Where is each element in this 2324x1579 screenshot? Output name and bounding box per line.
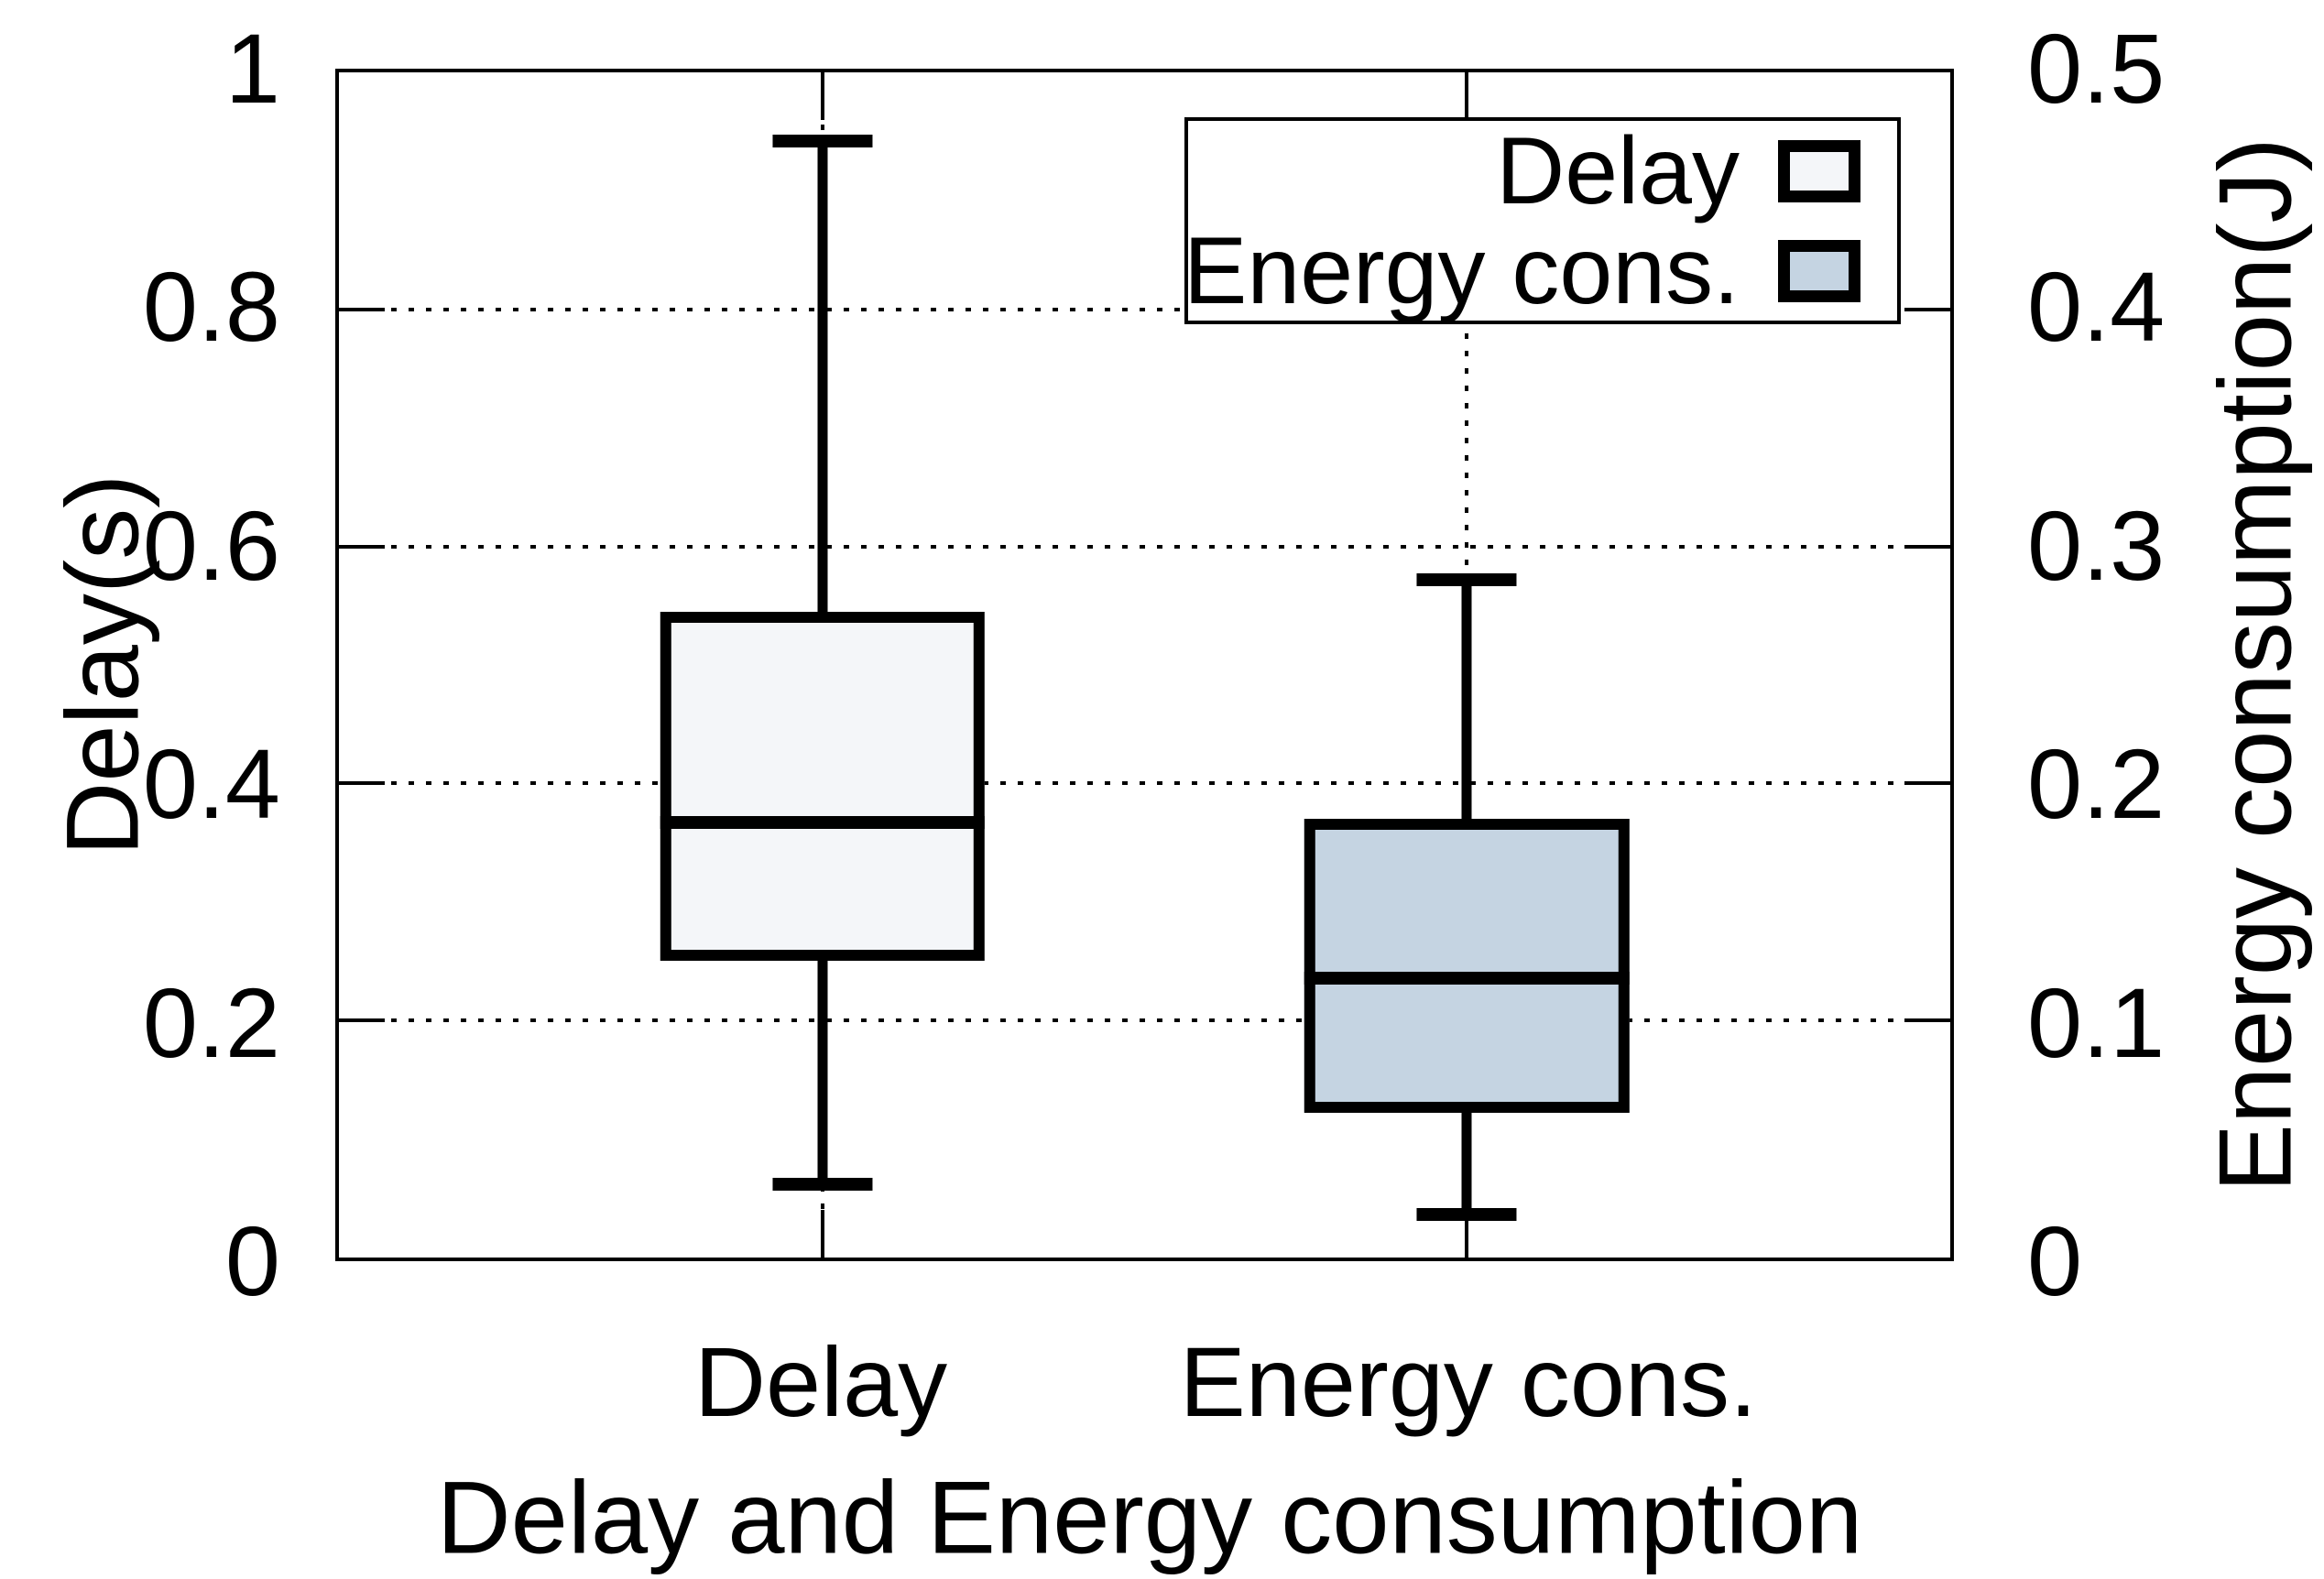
y-right-tick (1904, 1018, 1950, 1023)
y-left-tick-label: 0.2 (142, 966, 280, 1078)
legend-swatch-energy-icon (1778, 239, 1860, 302)
y-left-tick (339, 781, 385, 786)
x-tick-label: Delay (694, 1326, 948, 1437)
legend-label-energy: Energy cons. (1184, 217, 1740, 324)
y-left-tick-label: 0 (224, 1205, 280, 1316)
x-top-tick (820, 72, 824, 120)
y-right-tick-label: 0.2 (2027, 728, 2166, 840)
x-bottom-tick (820, 1210, 824, 1258)
gridline-horizontal (339, 1018, 1950, 1023)
y-left-tick (339, 307, 385, 311)
legend-row-delay: Delay (1188, 121, 1897, 221)
y-left-tick (339, 1018, 385, 1023)
y-right-tick-label: 0.1 (2027, 966, 2166, 1078)
legend-swatch-delay-icon (1778, 139, 1860, 202)
y-right-tick (1904, 544, 1950, 549)
y-left-tick-label: 0.4 (142, 728, 280, 840)
left-axis-title: Delay(s) (45, 474, 160, 856)
y-left-tick-label: 1 (224, 13, 280, 124)
gridline-horizontal (339, 544, 1950, 549)
gridline-horizontal (339, 781, 1950, 786)
left-axis-tick-labels: 0 0.2 0.4 0.6 0.8 1 (18, 19, 308, 1311)
y-left-tick-label: 0.6 (142, 489, 280, 601)
y-left-tick (339, 544, 385, 549)
y-right-tick (1904, 307, 1950, 311)
y-right-tick-label: 0.3 (2027, 489, 2166, 601)
y-right-tick-label: 0.4 (2027, 251, 2166, 363)
y-left-tick-label: 0.8 (142, 251, 280, 363)
y-right-tick (1904, 781, 1950, 786)
x-top-tick (1465, 72, 1469, 120)
whisker-cap-low-delay (772, 1177, 873, 1191)
x-axis-tick-labels: Delay Energy cons. (335, 1333, 1954, 1452)
gridline-horizontal (339, 307, 1950, 311)
legend: Delay Energy cons. (1184, 117, 1901, 324)
whisker-cap-high-energy-cons (1416, 572, 1517, 586)
median-delay (660, 816, 985, 830)
whisker-cap-high-delay (772, 135, 873, 148)
y-right-tick-label: 0.5 (2027, 13, 2166, 124)
legend-label-delay: Delay (1496, 117, 1740, 224)
legend-row-energy: Energy cons. (1184, 221, 1897, 321)
x-axis-title: Delay and Energy consumption (436, 1460, 1863, 1575)
x-bottom-tick (1465, 1210, 1469, 1258)
right-axis-tick-labels: 0 0.1 0.2 0.3 0.4 0.5 (2027, 19, 2320, 1311)
whisker-cap-low-energy-cons (1416, 1208, 1517, 1222)
right-axis-title: Energy consumption(J) (2198, 137, 2313, 1192)
y-right-tick-label: 0 (2027, 1205, 2083, 1316)
box-delay (660, 611, 985, 962)
median-energy-cons (1304, 971, 1630, 985)
x-tick-label: Energy cons. (1179, 1326, 1758, 1437)
box-energy-cons (1304, 819, 1630, 1114)
